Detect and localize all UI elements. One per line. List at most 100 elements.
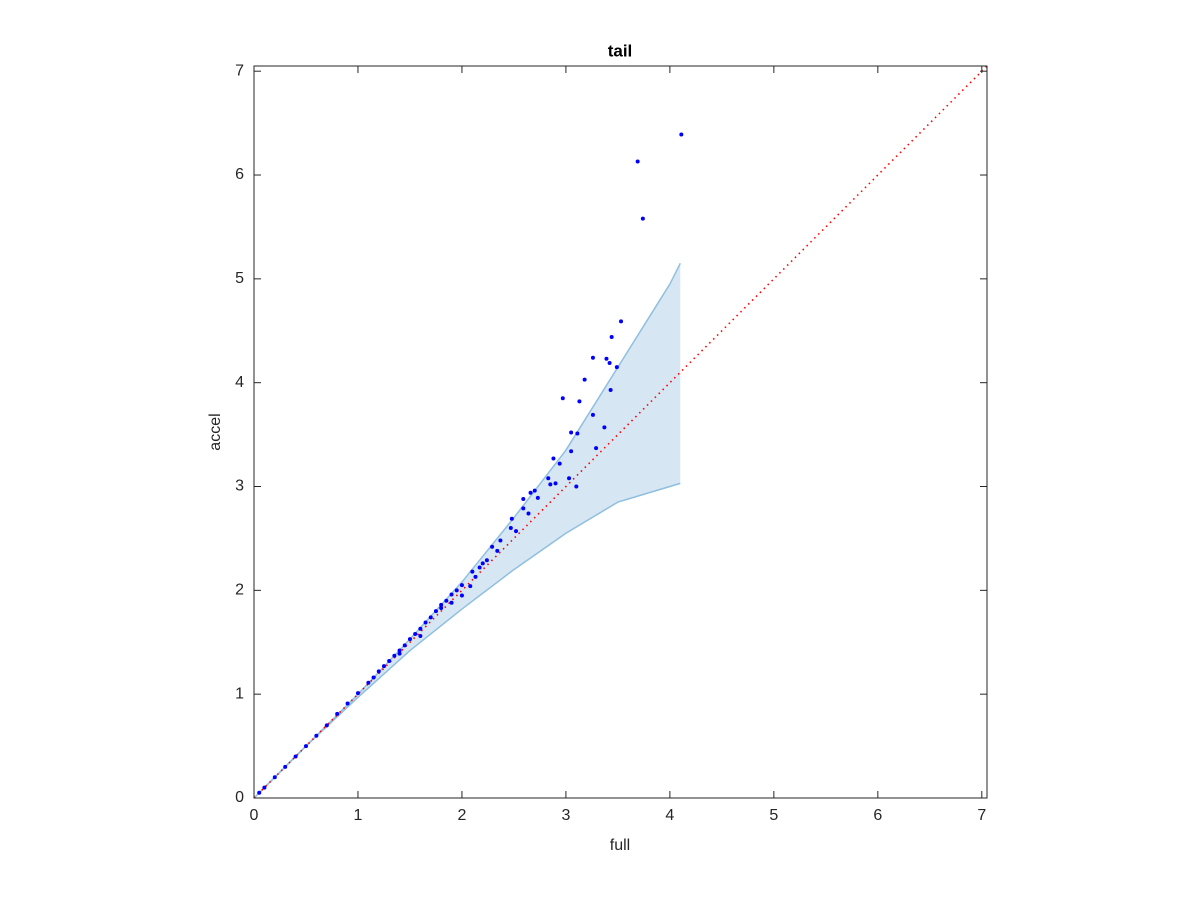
scatter-point [640,216,645,221]
scatter-point [679,132,684,137]
scatter-point [418,634,423,639]
scatter-point [262,785,267,790]
scatter-point [397,648,402,653]
scatter-point [577,399,582,404]
chart-title: tail [608,41,633,60]
scatter-point [480,561,485,566]
scatter-point [607,360,612,365]
scatter-point [449,600,454,605]
scatter-point [439,602,444,607]
scatter-point [392,653,397,658]
band-lower [253,482,681,799]
y-tick-label: 1 [235,685,244,702]
y-tick-label: 5 [235,270,244,287]
scatter-point [609,334,614,339]
scatter-point [526,511,531,516]
scatter-point [335,711,340,716]
scatter-point [355,691,360,696]
scatter-point [548,482,553,487]
scatter-point [303,744,308,749]
scatter-point [594,446,599,451]
scatter-point [459,583,464,588]
y-tick-label: 7 [235,62,244,79]
scatter-point [459,593,464,598]
scatter-point [470,569,475,574]
scatter-point [428,615,433,620]
scatter-point [635,159,640,164]
scatter-point [521,496,526,501]
scatter-point [553,481,558,486]
scatter-point [468,584,473,589]
scatter-point [371,675,376,680]
scatter-point [575,431,580,436]
scatter-point [528,490,533,495]
scatter-point [590,412,595,417]
scatter-point [433,609,438,614]
x-tick-label: 3 [561,807,570,824]
scatter-point [257,790,262,795]
x-tick-label: 5 [769,807,778,824]
scatter-point [444,598,449,603]
scatter-point [551,456,556,461]
scatter-point [569,449,574,454]
x-axis-label: full [610,837,630,854]
x-tick-label: 6 [873,807,882,824]
scatter-point [381,664,386,669]
scatter-point [407,637,412,642]
scatter-point [509,516,514,521]
x-tick-label: 4 [665,807,674,824]
x-tick-label: 2 [457,807,466,824]
x-tick-label: 0 [250,807,259,824]
y-tick-label: 6 [235,166,244,183]
scatter-point [546,476,551,481]
scatter-point [514,529,519,534]
scatter-point [608,387,613,392]
scatter-point [557,461,562,466]
band-upper [253,262,681,799]
scatter-point [473,574,478,579]
scatter-point [574,484,579,489]
scatter-point [387,658,392,663]
scatter-point [602,425,607,430]
reference-line [253,65,988,799]
y-tick-label: 0 [235,789,244,806]
y-tick-label: 4 [235,374,244,391]
plot-frame [253,65,988,799]
x-tick-label: 7 [977,807,986,824]
scatter-point [418,626,423,631]
scatter-point [495,548,500,553]
scatter-point [366,680,371,685]
scatter-point [413,631,418,636]
scatter-point [535,495,540,500]
scatter-point [272,775,277,780]
x-tick-label: 1 [354,807,363,824]
scatter-point [324,723,329,728]
scatter-point [402,643,407,648]
scatter-point [283,764,288,769]
scatter-point [423,620,428,625]
y-tick-label: 2 [235,582,244,599]
scatter-point [477,565,482,570]
scatter-point [454,588,459,593]
y-axis-label: accel [207,413,224,450]
scatter-point [532,488,537,493]
scatter-point [560,396,565,401]
scatter-point [397,651,402,656]
scatter-point [449,592,454,597]
scatter-point [508,526,513,531]
scatter-point [567,476,572,481]
scatter-point [569,430,574,435]
scatter-point [314,733,319,738]
scatter-point [619,319,624,324]
scatter-point [439,605,444,610]
scatter-point [490,544,495,549]
y-tick-label: 3 [235,478,244,495]
scatter-point [614,365,619,370]
scatter-point [345,701,350,706]
scatter-point [582,377,587,382]
scatter-point [293,754,298,759]
scatter-point [521,506,526,511]
scatter-point [604,356,609,361]
